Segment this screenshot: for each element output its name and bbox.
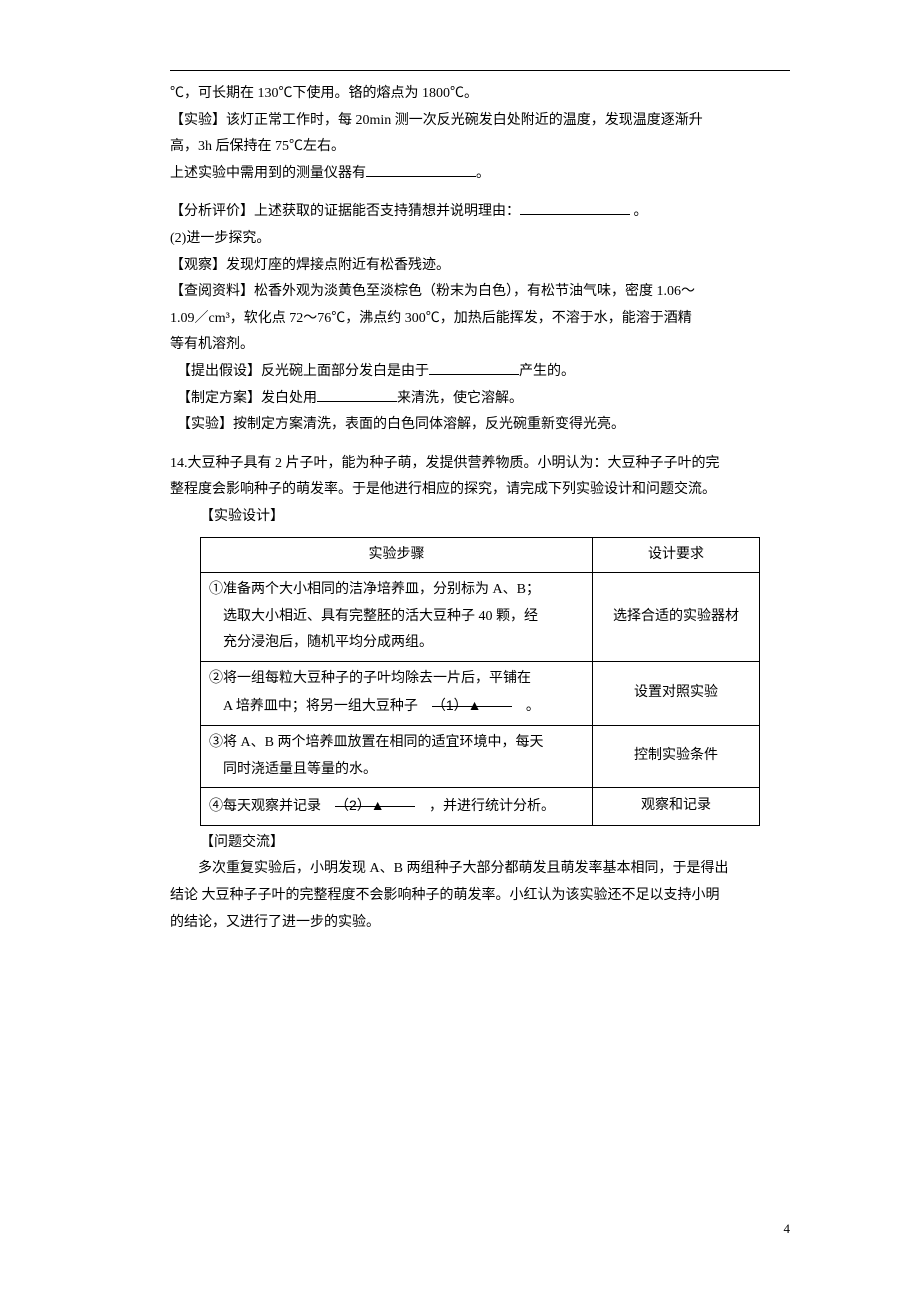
line-p9a: 【制定方案】发白处用	[184, 391, 317, 406]
r2-req: 设置对照实验	[593, 661, 760, 725]
conclusion-3: 的结论，又进行了进一步的实验。	[170, 910, 790, 937]
th-steps: 实验步骤	[201, 537, 593, 573]
r3-req: 控制实验条件	[593, 726, 760, 788]
line-p8: 【提出假设】反光碗上面部分发白是由于 产生的。	[170, 359, 790, 386]
line-p5: (2)进一步探究。	[170, 226, 790, 253]
line-p7b: 1.09／cm³，软化点 72～76℃，沸点约 300℃，加热后能挥发，不溶于水…	[170, 306, 790, 333]
blank-plan	[317, 387, 397, 402]
line-p8a: 【提出假设】反光碗上面部分发白是由于	[184, 364, 429, 379]
blank-instruments	[366, 162, 476, 177]
q-exchange-label: 【问题交流】	[170, 830, 790, 857]
line-p8b: 产生的。	[519, 364, 575, 379]
line-p3b: 。	[476, 166, 490, 181]
line-p2a: 【实验】该灯正常工作时，每 20min 测一次反光碗发白处附近的温度，发现温度逐…	[170, 108, 790, 135]
body-text: ℃，可长期在 130℃下使用。铬的熔点为 1800℃。 【实验】该灯正常工作时，…	[170, 81, 790, 936]
th-req: 设计要求	[593, 537, 760, 573]
r3-steps: ③将 A、B 两个培养皿放置在相同的适宜环境中，每天 同时浇适量且等量的水。	[201, 726, 593, 788]
line-p9: 【制定方案】发白处用 来清洗，使它溶解。	[170, 386, 790, 413]
line-p1: ℃，可长期在 130℃下使用。铬的熔点为 1800℃。	[170, 81, 790, 108]
line-p4b: 。	[630, 204, 648, 219]
top-rule	[170, 70, 790, 71]
r2-steps: ②将一组每粒大豆种子的子叶均除去一片后，平铺在 A 培养皿中；将另一组大豆种子 …	[201, 661, 593, 725]
blank-analysis	[520, 200, 630, 215]
line-p9b: 来清洗，使它溶解。	[397, 391, 523, 406]
line-p7c: 等有机溶剂。	[170, 332, 790, 359]
r1-steps: ①准备两个大小相同的洁净培养皿，分别标为 A、B； 选取大小相近、具有完整胚的活…	[201, 573, 593, 662]
line-p10: 【实验】按制定方案清洗，表面的白色同体溶解，反光碗重新变得光亮。	[170, 412, 790, 439]
blank-2: （2）▲	[335, 792, 415, 807]
page-number: 4	[784, 1217, 791, 1242]
line-p4a: 【分析评价】上述获取的证据能否支持猜想并说明理由：	[170, 204, 520, 219]
line-p4: 【分析评价】上述获取的证据能否支持猜想并说明理由： 。	[170, 199, 790, 226]
exp-design-label: 【实验设计】	[170, 504, 790, 531]
q14-line2: 整程度会影响种子的萌发率。于是他进行相应的探究，请完成下列实验设计和问题交流。	[170, 477, 790, 504]
conclusion-1: 多次重复实验后，小明发现 A、B 两组种子大部分都萌发且萌发率基本相同，于是得出	[170, 856, 790, 883]
conclusion-2: 结论 大豆种子子叶的完整程度不会影响种子的萌发率。小红认为该实验还不足以支持小明	[170, 883, 790, 910]
line-p3: 上述实验中需用到的测量仪器有 。	[170, 161, 790, 188]
line-p2b: 高，3h 后保持在 75℃左右。	[170, 134, 790, 161]
blank-1: （1）▲	[432, 692, 512, 707]
line-p6: 【观察】发现灯座的焊接点附近有松香残迹。	[170, 253, 790, 280]
q14-line1: 14.大豆种子具有 2 片子叶，能为种子萌，发提供营养物质。小明认为：大豆种子子…	[170, 451, 790, 478]
blank-hypothesis	[429, 360, 519, 375]
line-p3a: 上述实验中需用到的测量仪器有	[170, 166, 366, 181]
r4-steps: ④每天观察并记录 （2）▲ ，并进行统计分析。	[201, 788, 593, 826]
experiment-table: 实验步骤 设计要求 ①准备两个大小相同的洁净培养皿，分别标为 A、B； 选取大小…	[200, 537, 760, 826]
r1-req: 选择合适的实验器材	[593, 573, 760, 662]
line-p7a: 【查阅资料】松香外观为淡黄色至淡棕色（粉末为白色），有松节油气味，密度 1.06…	[170, 279, 790, 306]
r4-req: 观察和记录	[593, 788, 760, 826]
